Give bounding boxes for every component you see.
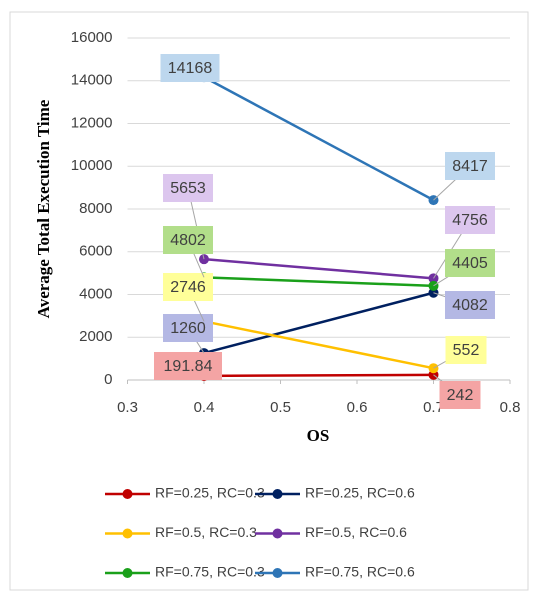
y-tick-label: 8000 [79,200,112,217]
data-label: 4756 [452,212,488,229]
line [203,276,434,288]
legend-label: RF=0.5, RC=0.6 [305,524,407,540]
x-tick-label: 0.6 [347,399,368,416]
data-label-box [445,206,495,234]
legend-label: RF=0.25, RC=0.6 [305,485,415,501]
legend-marker [122,568,133,578]
legend-label: RF=0.5, RC=0.3 [155,524,257,540]
data-label-box [163,226,213,254]
x-tick-label: 0.3 [117,399,138,416]
data-label: 242 [447,387,474,404]
data-label-box [160,54,220,82]
data-label-box [445,336,487,364]
y-tick-label: 4000 [79,285,112,302]
line [203,257,434,280]
data-label: 5653 [170,180,206,197]
legend-marker [272,489,283,499]
data-label-box [445,152,495,180]
data-label-box [154,352,222,380]
data-label: 552 [453,342,480,359]
x-tick-label: 0.8 [500,399,521,416]
y-tick-label: 0 [104,371,112,388]
x-tick-label: 0.4 [194,399,215,416]
legend-marker [272,568,283,578]
line [203,320,434,370]
legend-label: RF=0.75, RC=0.6 [305,564,415,580]
data-label: 191.84 [164,358,213,375]
data-label-box [163,174,213,202]
data-label: 4405 [452,255,488,272]
y-tick-label: 16000 [71,29,113,46]
y-tick-label: 14000 [71,72,113,89]
legend-marker [122,489,133,499]
data-label: 2746 [170,279,206,296]
line [203,373,434,378]
data-label-box [445,291,495,319]
data-label: 1260 [170,320,206,337]
y-tick-label: 12000 [71,114,113,131]
legend-label: RF=0.75, RC=0.3 [155,564,265,580]
data-label: 8417 [452,158,488,175]
data-label-box [163,273,213,301]
line [203,76,435,202]
x-tick-label: 0.7 [423,399,444,416]
legend-marker [122,528,133,539]
data-label-box [163,314,213,342]
data-label: 14168 [168,60,213,77]
data-label-box [445,249,495,277]
data-label-box [439,381,481,409]
legend-marker [272,528,283,539]
data-label: 4082 [452,297,488,314]
chart-border [9,11,529,591]
y-tick-label: 2000 [79,328,112,345]
data-label: 4802 [170,232,206,249]
y-tick-label: 6000 [79,243,112,260]
x-tick-label: 0.5 [270,399,291,416]
y-axis-title: Average Total Execution Time [34,99,53,318]
y-tick-label: 10000 [71,157,113,174]
legend-label: RF=0.25, RC=0.3 [155,485,265,501]
x-axis-title: OS [307,426,330,445]
line [203,291,434,355]
